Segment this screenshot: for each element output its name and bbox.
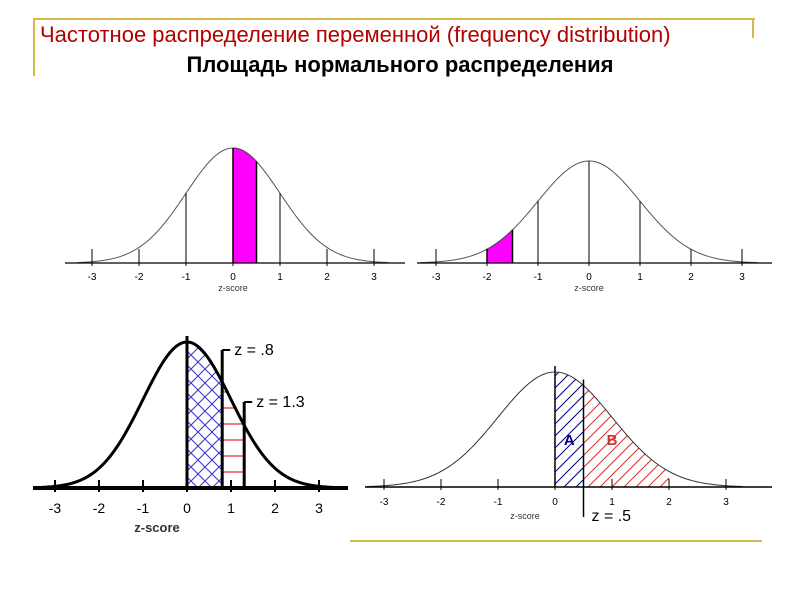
chart-bottom-right: -3 -2 -1 0 1 2 3 z = .5 A Bz-score xyxy=(365,366,772,525)
chart-top-left: -3 -2 -1 0 1 2 3 z-score xyxy=(65,147,405,293)
tick-label: 3 xyxy=(739,272,745,283)
x-axis-label: z-score xyxy=(574,283,604,293)
marker-label: z = .5 xyxy=(592,508,632,525)
tick-label: -3 xyxy=(88,272,97,283)
tick-label: 3 xyxy=(315,500,323,516)
tick-label: -1 xyxy=(182,272,191,283)
chart-bottom-left: -3 -2 -1 0 1 2 3 z = .8 z = 1.3 z-score xyxy=(33,336,348,535)
slide-title: Частотное распределение переменной (freq… xyxy=(40,22,671,47)
region-label-a: A xyxy=(564,432,575,449)
shaded-region-crosshatch xyxy=(187,342,223,488)
title-frame-right xyxy=(752,18,754,38)
tick-label: 2 xyxy=(271,500,279,516)
tick-label: 0 xyxy=(183,500,191,516)
tick-label: 0 xyxy=(586,272,592,283)
tick-label: -2 xyxy=(93,500,106,516)
tick-label: -1 xyxy=(137,500,150,516)
tick-label: 0 xyxy=(230,272,236,283)
tick-label: -3 xyxy=(380,497,389,508)
tick-label: 2 xyxy=(688,272,694,283)
title-frame-top xyxy=(33,18,755,20)
region-a xyxy=(555,372,584,487)
tick-label: -2 xyxy=(135,272,144,283)
chart-top-right: -3 -2 -1 0 1 2 3 z-score xyxy=(417,160,772,293)
tick-label: 1 xyxy=(227,500,235,516)
tick-label: -3 xyxy=(432,272,441,283)
shaded-region xyxy=(232,147,257,264)
title-frame-left xyxy=(33,18,35,76)
tick-label: 3 xyxy=(371,272,377,283)
bottom-rule xyxy=(350,540,762,542)
shaded-region-horizontal xyxy=(222,381,245,488)
tick-label: 3 xyxy=(723,497,729,508)
tick-label: -1 xyxy=(534,272,543,283)
x-axis-label: z-score xyxy=(218,283,248,293)
tick-label: -3 xyxy=(49,500,62,516)
region-b xyxy=(583,385,669,487)
tick-label: 2 xyxy=(666,497,672,508)
region-label-b: B xyxy=(607,432,618,449)
tick-label: 1 xyxy=(609,497,615,508)
marker-label: z = .8 xyxy=(234,342,274,359)
tick-label: 0 xyxy=(552,497,558,508)
x-axis-label: z-score xyxy=(134,520,180,535)
slide-subtitle: Площадь нормального распределения xyxy=(186,52,614,77)
tick-label: 1 xyxy=(277,272,283,283)
tick-label: 2 xyxy=(324,272,330,283)
marker-label: z = 1.3 xyxy=(256,394,305,411)
tick-label: -2 xyxy=(437,497,446,508)
tick-label: 1 xyxy=(637,272,643,283)
tick-label: -1 xyxy=(494,497,503,508)
tick-label: -2 xyxy=(483,272,492,283)
x-axis-label: z-score xyxy=(510,511,540,521)
